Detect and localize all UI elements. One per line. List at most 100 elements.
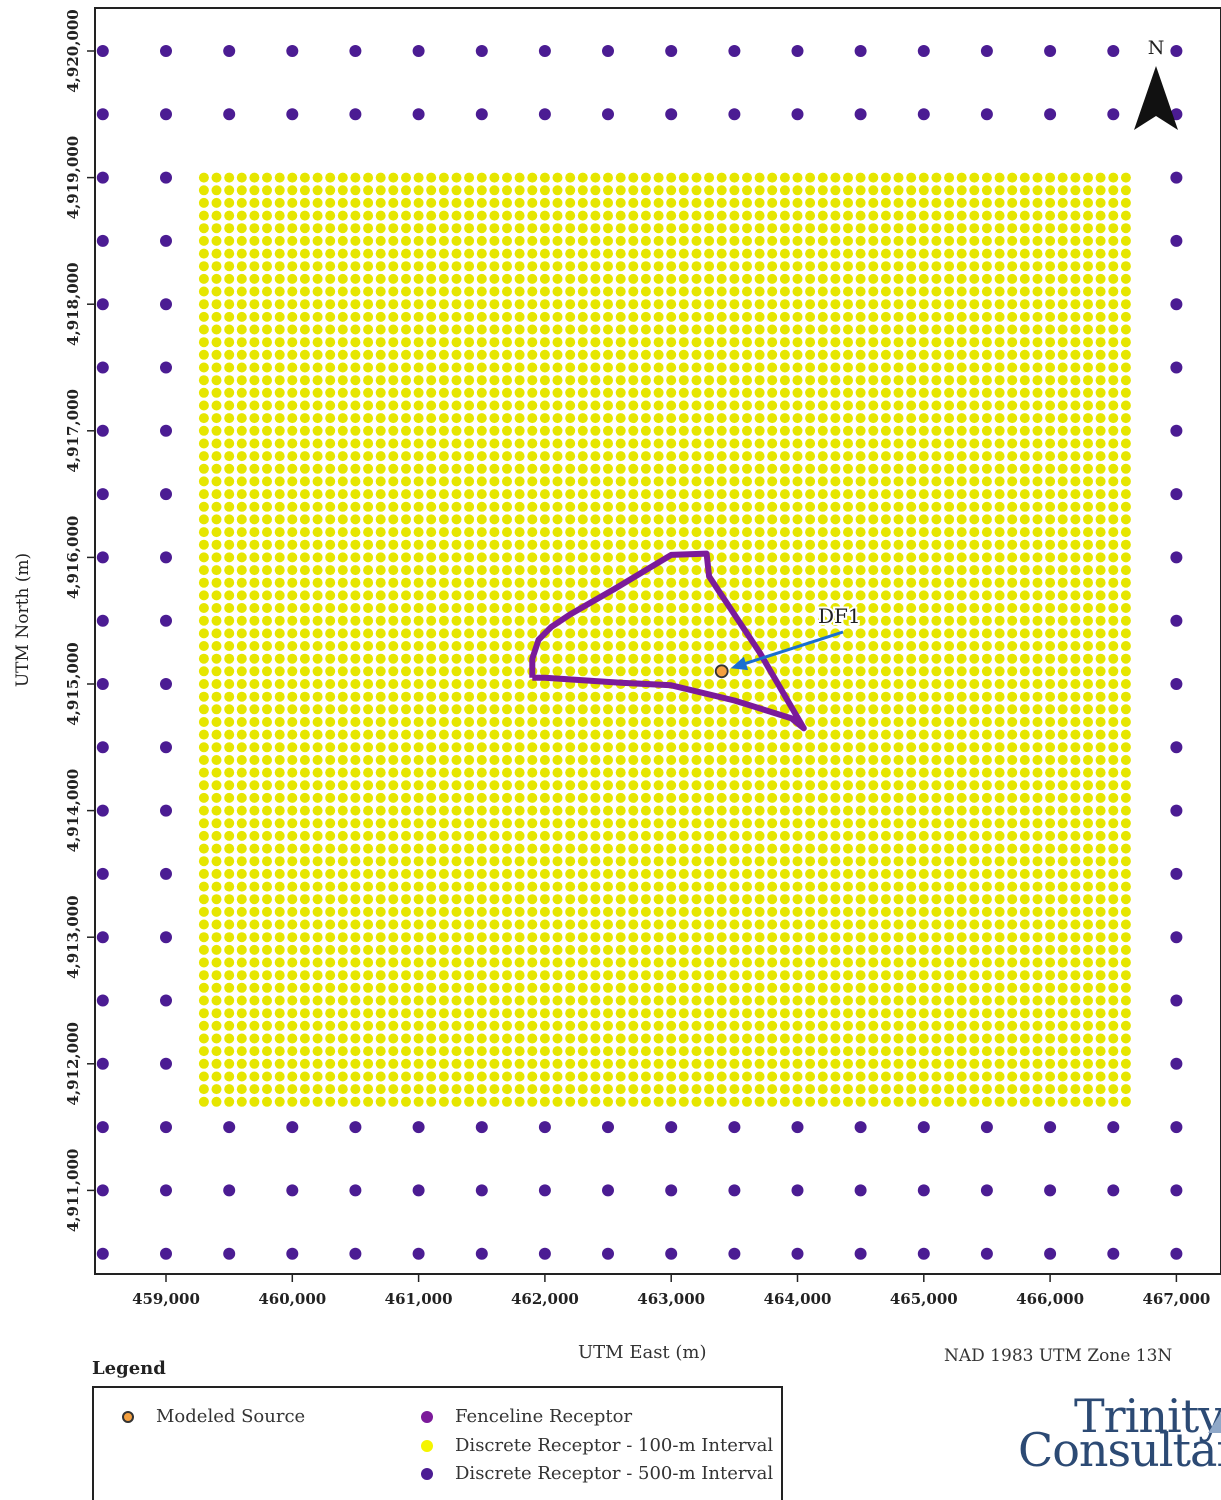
receptor-100m-point	[552, 932, 563, 943]
receptor-100m-point	[742, 400, 752, 411]
receptor-100m-point	[868, 856, 879, 867]
receptor-100m-point	[325, 1020, 336, 1031]
receptor-100m-point	[969, 1020, 980, 1031]
receptor-100m-point	[198, 413, 209, 424]
receptor-100m-point	[666, 1020, 677, 1031]
receptor-100m-point	[653, 1008, 664, 1019]
receptor-100m-point	[830, 489, 841, 500]
receptor-100m-point	[451, 324, 462, 335]
receptor-100m-point	[868, 299, 879, 310]
receptor-100m-point	[944, 919, 955, 930]
receptor-100m-point	[451, 970, 462, 981]
receptor-500m-point	[160, 1057, 172, 1070]
receptor-100m-point	[489, 223, 500, 234]
receptor-100m-point	[779, 413, 790, 424]
receptor-100m-point	[224, 932, 235, 943]
receptor-100m-point	[754, 906, 765, 917]
receptor-100m-point	[817, 539, 828, 550]
receptor-100m-point	[843, 286, 853, 297]
receptor-100m-point	[754, 830, 765, 841]
receptor-100m-point	[438, 577, 449, 588]
receptor-100m-point	[603, 501, 613, 512]
receptor-100m-point	[224, 413, 235, 424]
receptor-100m-point	[944, 856, 955, 867]
receptor-100m-point	[464, 856, 475, 867]
receptor-100m-point	[438, 603, 449, 613]
receptor-100m-point	[274, 451, 285, 462]
receptor-100m-point	[363, 463, 374, 474]
receptor-100m-point	[502, 185, 512, 196]
receptor-100m-point	[969, 982, 980, 993]
receptor-100m-point	[413, 197, 424, 208]
receptor-100m-point	[956, 856, 967, 867]
receptor-100m-point	[880, 413, 891, 424]
receptor-100m-point	[401, 615, 411, 626]
receptor-100m-point	[211, 185, 222, 196]
receptor-100m-point	[363, 248, 374, 259]
receptor-100m-point	[363, 868, 374, 879]
receptor-100m-point	[451, 830, 462, 841]
receptor-100m-point	[299, 717, 310, 727]
receptor-100m-point	[906, 603, 917, 613]
receptor-100m-point	[779, 210, 790, 221]
receptor-100m-point	[868, 172, 879, 183]
receptor-100m-point	[603, 755, 613, 765]
receptor-100m-point	[918, 552, 929, 563]
receptor-100m-point	[236, 856, 247, 867]
receptor-100m-point	[363, 679, 374, 689]
receptor-100m-point	[779, 957, 790, 968]
receptor-100m-point	[350, 944, 361, 955]
receptor-100m-point	[678, 565, 689, 576]
receptor-100m-point	[691, 565, 702, 576]
receptor-100m-point	[388, 451, 399, 462]
receptor-100m-point	[401, 919, 411, 930]
receptor-100m-point	[476, 539, 487, 550]
receptor-100m-point	[893, 337, 904, 348]
receptor-100m-point	[792, 273, 803, 284]
receptor-100m-point	[729, 932, 740, 943]
receptor-100m-point	[401, 755, 411, 765]
receptor-100m-point	[893, 628, 904, 639]
receptor-100m-point	[299, 729, 310, 740]
receptor-100m-point	[817, 704, 828, 715]
receptor-100m-point	[287, 1058, 298, 1069]
receptor-100m-point	[893, 223, 904, 234]
receptor-100m-point	[577, 590, 588, 601]
receptor-100m-point	[805, 919, 816, 930]
receptor-100m-point	[262, 438, 272, 449]
receptor-100m-point	[994, 906, 1005, 917]
receptor-100m-point	[779, 476, 790, 487]
receptor-100m-point	[426, 615, 437, 626]
receptor-100m-point	[1007, 463, 1018, 474]
receptor-100m-point	[716, 717, 727, 727]
receptor-100m-point	[880, 185, 891, 196]
receptor-100m-point	[502, 501, 512, 512]
receptor-100m-point	[704, 539, 715, 550]
receptor-100m-point	[805, 1058, 816, 1069]
receptor-100m-point	[451, 1071, 462, 1082]
receptor-100m-point	[893, 894, 904, 905]
receptor-100m-point	[527, 400, 538, 411]
receptor-100m-point	[527, 868, 538, 879]
receptor-100m-point	[855, 755, 866, 765]
receptor-100m-point	[464, 400, 475, 411]
receptor-100m-point	[805, 387, 816, 398]
receptor-100m-point	[451, 628, 462, 639]
receptor-100m-point	[413, 944, 424, 955]
receptor-100m-point	[236, 830, 247, 841]
receptor-100m-point	[855, 400, 866, 411]
receptor-100m-point	[1019, 906, 1030, 917]
receptor-100m-point	[704, 172, 715, 183]
receptor-100m-point	[716, 539, 727, 550]
receptor-100m-point	[325, 868, 336, 879]
receptor-100m-point	[691, 261, 702, 272]
receptor-100m-point	[678, 970, 689, 981]
receptor-100m-point	[893, 324, 904, 335]
receptor-100m-point	[868, 894, 879, 905]
receptor-100m-point	[287, 932, 298, 943]
receptor-100m-point	[274, 1084, 285, 1095]
receptor-100m-point	[375, 210, 386, 221]
receptor-100m-point	[855, 349, 866, 360]
receptor-100m-point	[792, 729, 803, 740]
receptor-100m-point	[438, 653, 449, 664]
